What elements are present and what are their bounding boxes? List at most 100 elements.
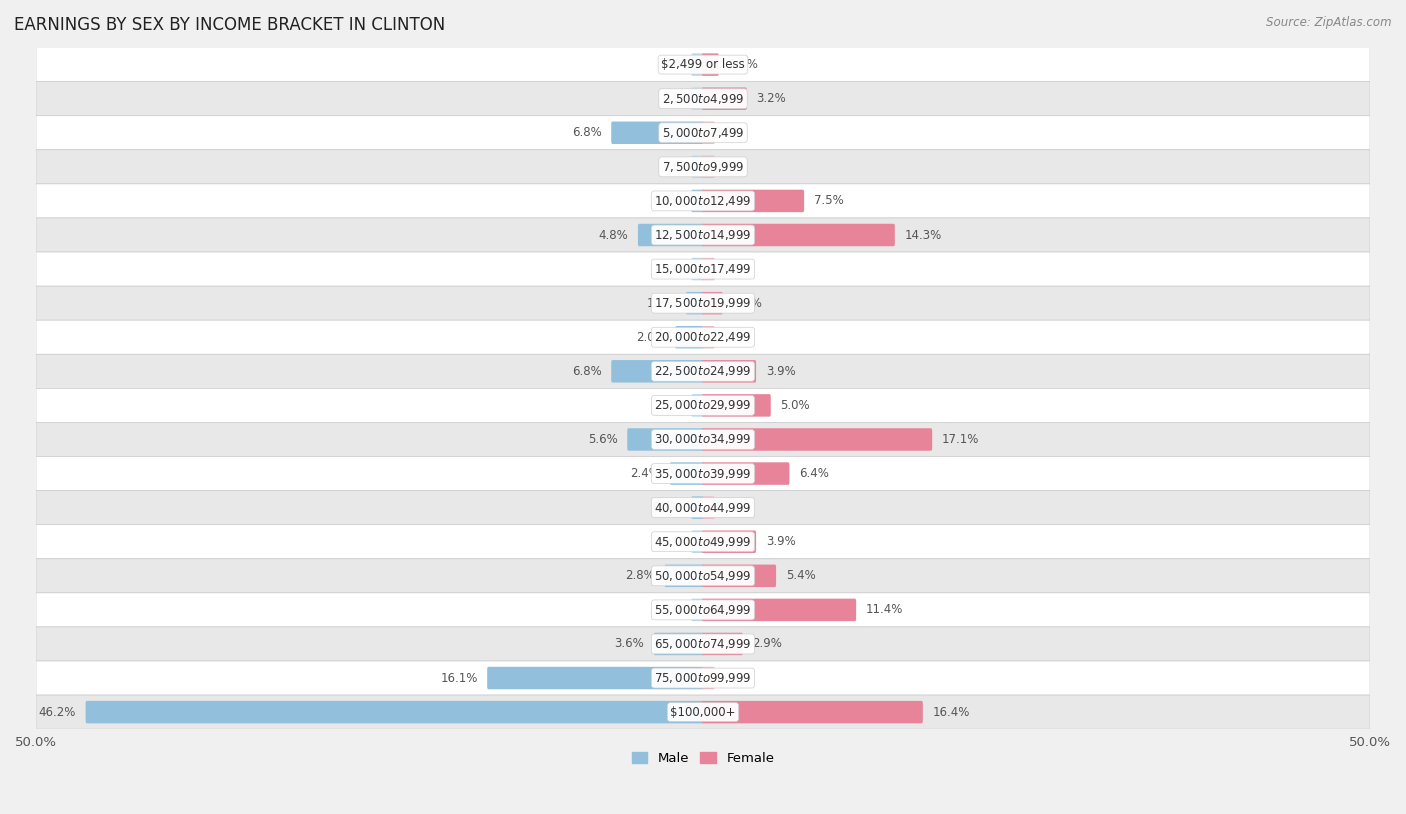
FancyBboxPatch shape	[702, 121, 714, 144]
FancyBboxPatch shape	[702, 531, 756, 553]
Text: 0.0%: 0.0%	[662, 536, 692, 548]
Text: 7.5%: 7.5%	[814, 195, 844, 208]
Text: $100,000+: $100,000+	[671, 706, 735, 719]
Text: 0.0%: 0.0%	[714, 501, 744, 514]
Text: 2.0%: 2.0%	[636, 330, 665, 344]
Text: EARNINGS BY SEX BY INCOME BRACKET IN CLINTON: EARNINGS BY SEX BY INCOME BRACKET IN CLI…	[14, 16, 446, 34]
Text: 0.0%: 0.0%	[662, 603, 692, 616]
FancyBboxPatch shape	[702, 598, 856, 621]
Text: 5.6%: 5.6%	[588, 433, 617, 446]
FancyBboxPatch shape	[486, 667, 704, 689]
FancyBboxPatch shape	[37, 354, 1369, 388]
Text: $2,500 to $4,999: $2,500 to $4,999	[662, 92, 744, 106]
Text: 4.8%: 4.8%	[599, 229, 628, 242]
Text: $75,000 to $99,999: $75,000 to $99,999	[654, 671, 752, 685]
Text: $55,000 to $64,999: $55,000 to $64,999	[654, 603, 752, 617]
Text: 0.0%: 0.0%	[714, 126, 744, 139]
Text: 46.2%: 46.2%	[38, 706, 76, 719]
Text: 0.0%: 0.0%	[714, 263, 744, 276]
Text: Source: ZipAtlas.com: Source: ZipAtlas.com	[1267, 16, 1392, 29]
Text: 2.4%: 2.4%	[630, 467, 661, 480]
FancyBboxPatch shape	[37, 252, 1369, 286]
Text: $45,000 to $49,999: $45,000 to $49,999	[654, 535, 752, 549]
FancyBboxPatch shape	[37, 695, 1369, 729]
Text: $25,000 to $29,999: $25,000 to $29,999	[654, 398, 752, 413]
FancyBboxPatch shape	[702, 565, 776, 587]
FancyBboxPatch shape	[612, 360, 704, 383]
FancyBboxPatch shape	[665, 565, 704, 587]
FancyBboxPatch shape	[702, 497, 714, 519]
Text: 0.0%: 0.0%	[714, 330, 744, 344]
Text: 16.4%: 16.4%	[932, 706, 970, 719]
Text: $2,499 or less: $2,499 or less	[661, 58, 745, 71]
FancyBboxPatch shape	[37, 558, 1369, 593]
FancyBboxPatch shape	[612, 121, 704, 144]
Text: 0.0%: 0.0%	[662, 399, 692, 412]
FancyBboxPatch shape	[37, 593, 1369, 627]
FancyBboxPatch shape	[692, 54, 704, 76]
Text: 1.4%: 1.4%	[733, 296, 762, 309]
FancyBboxPatch shape	[37, 184, 1369, 218]
Text: 3.9%: 3.9%	[766, 536, 796, 548]
FancyBboxPatch shape	[692, 531, 704, 553]
FancyBboxPatch shape	[702, 394, 770, 417]
Text: $10,000 to $12,499: $10,000 to $12,499	[654, 194, 752, 208]
FancyBboxPatch shape	[702, 701, 922, 724]
Text: 17.1%: 17.1%	[942, 433, 979, 446]
FancyBboxPatch shape	[37, 218, 1369, 252]
Text: 1.2%: 1.2%	[647, 296, 676, 309]
Legend: Male, Female: Male, Female	[626, 746, 780, 770]
FancyBboxPatch shape	[692, 394, 704, 417]
Text: 1.1%: 1.1%	[728, 58, 758, 71]
Text: $50,000 to $54,999: $50,000 to $54,999	[654, 569, 752, 583]
Text: $15,000 to $17,499: $15,000 to $17,499	[654, 262, 752, 276]
Text: 3.6%: 3.6%	[614, 637, 644, 650]
FancyBboxPatch shape	[37, 286, 1369, 320]
FancyBboxPatch shape	[692, 598, 704, 621]
Text: $5,000 to $7,499: $5,000 to $7,499	[662, 125, 744, 140]
Text: 0.8%: 0.8%	[652, 195, 682, 208]
FancyBboxPatch shape	[702, 462, 789, 485]
FancyBboxPatch shape	[692, 497, 704, 519]
Text: 3.9%: 3.9%	[766, 365, 796, 378]
FancyBboxPatch shape	[627, 428, 704, 451]
FancyBboxPatch shape	[702, 258, 714, 280]
Text: $30,000 to $34,999: $30,000 to $34,999	[654, 432, 752, 447]
Text: $20,000 to $22,499: $20,000 to $22,499	[654, 330, 752, 344]
FancyBboxPatch shape	[692, 190, 704, 212]
Text: 2.8%: 2.8%	[626, 569, 655, 582]
Text: 14.3%: 14.3%	[904, 229, 942, 242]
Text: $35,000 to $39,999: $35,000 to $39,999	[654, 466, 752, 480]
FancyBboxPatch shape	[702, 190, 804, 212]
Text: 3.2%: 3.2%	[756, 92, 786, 105]
FancyBboxPatch shape	[702, 632, 742, 655]
FancyBboxPatch shape	[692, 258, 704, 280]
FancyBboxPatch shape	[37, 661, 1369, 695]
FancyBboxPatch shape	[654, 632, 704, 655]
FancyBboxPatch shape	[702, 360, 756, 383]
Text: $22,500 to $24,999: $22,500 to $24,999	[654, 365, 752, 379]
Text: 0.0%: 0.0%	[714, 160, 744, 173]
Text: 0.0%: 0.0%	[714, 672, 744, 685]
FancyBboxPatch shape	[37, 525, 1369, 558]
FancyBboxPatch shape	[702, 428, 932, 451]
FancyBboxPatch shape	[37, 627, 1369, 661]
FancyBboxPatch shape	[37, 116, 1369, 150]
Text: 0.0%: 0.0%	[662, 58, 692, 71]
FancyBboxPatch shape	[37, 457, 1369, 491]
FancyBboxPatch shape	[702, 87, 747, 110]
Text: 11.4%: 11.4%	[866, 603, 903, 616]
FancyBboxPatch shape	[702, 155, 714, 178]
Text: 6.8%: 6.8%	[572, 126, 602, 139]
Text: 16.1%: 16.1%	[440, 672, 478, 685]
FancyBboxPatch shape	[37, 47, 1369, 81]
Text: $40,000 to $44,999: $40,000 to $44,999	[654, 501, 752, 514]
Text: 2.9%: 2.9%	[752, 637, 782, 650]
FancyBboxPatch shape	[702, 326, 714, 348]
Text: 0.0%: 0.0%	[662, 160, 692, 173]
FancyBboxPatch shape	[37, 81, 1369, 116]
Text: 5.0%: 5.0%	[780, 399, 810, 412]
FancyBboxPatch shape	[37, 150, 1369, 184]
FancyBboxPatch shape	[37, 491, 1369, 525]
Text: 0.8%: 0.8%	[652, 501, 682, 514]
